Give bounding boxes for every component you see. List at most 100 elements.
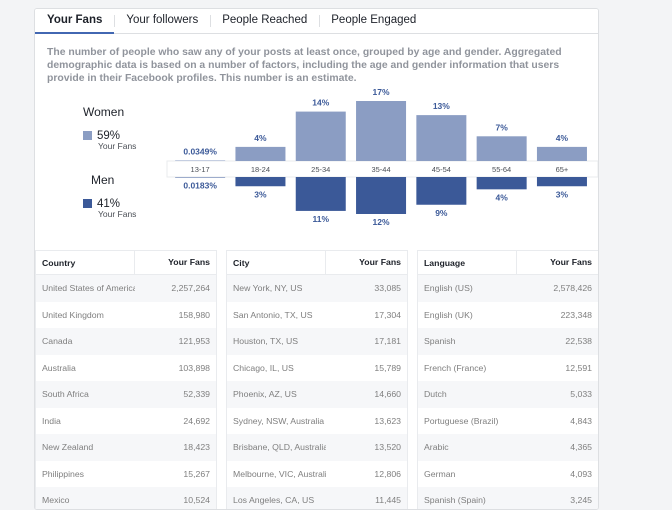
women-bar[interactable] xyxy=(235,146,286,161)
table-row: Los Angeles, CA, US 11,445 xyxy=(227,487,407,509)
table-row: Philippines 15,267 xyxy=(36,461,216,488)
tab-bar: Your Fans Your followers People Reached … xyxy=(35,9,598,34)
city-table-body: New York, NY, US 33,085 San Antonio, TX, U… xyxy=(227,275,407,509)
row-value: 3,245 xyxy=(570,495,592,506)
legend-women: Women 59% Your Fans xyxy=(83,105,136,151)
row-value: 13,623 xyxy=(374,415,401,426)
tab-your-fans[interactable]: Your Fans xyxy=(35,9,115,34)
women-bar[interactable] xyxy=(356,101,407,161)
legend-men-pct: 41% xyxy=(97,198,121,210)
row-label: Los Angeles, CA, US xyxy=(233,495,315,506)
row-value: 17,304 xyxy=(374,309,401,320)
language-fans-col-header[interactable]: Your Fans xyxy=(516,251,598,274)
men-data-label: 12% xyxy=(373,217,390,227)
men-bar[interactable] xyxy=(175,177,226,178)
row-label: Mexico xyxy=(42,495,70,506)
men-data-label: 3% xyxy=(556,189,569,199)
women-bar[interactable] xyxy=(476,136,527,161)
row-value: 15,267 xyxy=(183,468,210,479)
men-bar[interactable] xyxy=(476,177,527,190)
table-row: English (UK) 223,348 xyxy=(418,302,598,329)
legend-men-title: Men xyxy=(91,173,115,187)
row-value: 5,033 xyxy=(570,389,592,400)
men-data-label: 9% xyxy=(435,208,448,218)
row-value: 121,953 xyxy=(178,336,210,347)
category-label: 18-24 xyxy=(251,165,270,174)
row-label: Spanish xyxy=(424,336,456,347)
table-row: New York, NY, US 33,085 xyxy=(227,275,407,302)
men-data-label: 3% xyxy=(254,189,267,199)
row-value: 12,591 xyxy=(565,362,592,373)
men-bar[interactable] xyxy=(416,177,467,205)
city-fans-col-header[interactable]: Your Fans xyxy=(325,251,407,274)
audience-card: Your Fans Your followers People Reached … xyxy=(34,8,599,510)
women-data-label: 14% xyxy=(312,98,329,108)
row-value: 223,348 xyxy=(560,309,592,320)
category-label: 13-17 xyxy=(191,165,210,174)
table-row: German 4,093 xyxy=(418,461,598,488)
tab-people-engaged[interactable]: People Engaged xyxy=(319,9,428,33)
language-table-header: Language Your Fans xyxy=(418,251,598,275)
men-bar[interactable] xyxy=(536,177,587,187)
row-value: 18,423 xyxy=(183,442,210,453)
row-label: United Kingdom xyxy=(42,309,104,320)
category-label: 45-54 xyxy=(432,165,451,174)
men-bar[interactable] xyxy=(356,177,407,214)
men-bar[interactable] xyxy=(235,177,286,187)
tab-people-reached[interactable]: People Reached xyxy=(210,9,319,33)
language-col-header[interactable]: Language xyxy=(424,257,466,268)
table-row: United States of America 2,257,264 xyxy=(36,275,216,302)
country-col-header[interactable]: Country xyxy=(42,257,76,268)
men-bar[interactable] xyxy=(295,177,346,211)
table-row: New Zealand 18,423 xyxy=(36,434,216,461)
row-value: 24,692 xyxy=(183,415,210,426)
row-label: United States of America xyxy=(42,283,135,294)
row-label: Australia xyxy=(42,362,76,373)
men-data-label: 4% xyxy=(496,192,509,202)
table-row: South Africa 52,339 xyxy=(36,381,216,408)
row-label: Dutch xyxy=(424,389,447,400)
table-row: Mexico 10,524 xyxy=(36,487,216,509)
country-fans-col-header[interactable]: Your Fans xyxy=(134,251,216,274)
table-row: Canada 121,953 xyxy=(36,328,216,355)
table-row: English (US) 2,578,426 xyxy=(418,275,598,302)
women-bar[interactable] xyxy=(295,111,346,161)
row-label: New Zealand xyxy=(42,442,94,453)
row-label: English (US) xyxy=(424,283,473,294)
women-bar[interactable] xyxy=(416,115,467,161)
table-row: Spanish 22,538 xyxy=(418,328,598,355)
row-label: Portuguese (Brazil) xyxy=(424,415,499,426)
row-value: 22,538 xyxy=(565,336,592,347)
women-bar[interactable] xyxy=(536,146,587,161)
legend-women-sub: Your Fans xyxy=(98,141,137,151)
table-row: India 24,692 xyxy=(36,408,216,435)
row-value: 17,181 xyxy=(374,336,401,347)
country-table-header: Country Your Fans xyxy=(36,251,216,275)
women-data-label: 13% xyxy=(433,101,450,111)
row-label: South Africa xyxy=(42,389,89,400)
row-value: 103,898 xyxy=(178,362,210,373)
row-value: 10,524 xyxy=(183,495,210,506)
city-col-header[interactable]: City xyxy=(233,257,250,268)
row-label: Phoenix, AZ, US xyxy=(233,389,297,400)
legend-women-title: Women xyxy=(83,105,125,119)
table-row: French (France) 12,591 xyxy=(418,355,598,382)
row-label: Sydney, NSW, Australia xyxy=(233,415,325,426)
table-row: Portuguese (Brazil) 4,843 xyxy=(418,408,598,435)
row-label: Chicago, IL, US xyxy=(233,362,294,373)
category-label: 65+ xyxy=(556,165,569,174)
row-label: Houston, TX, US xyxy=(233,336,299,347)
row-label: Spanish (Spain) xyxy=(424,495,486,506)
row-label: India xyxy=(42,415,61,426)
row-value: 158,980 xyxy=(178,309,210,320)
row-label: German xyxy=(424,468,456,479)
table-row: Spanish (Spain) 3,245 xyxy=(418,487,598,509)
men-data-label: 0.0183% xyxy=(183,181,217,191)
table-row: Melbourne, VIC, Australia 12,806 xyxy=(227,461,407,488)
row-value: 33,085 xyxy=(374,283,401,294)
tab-your-followers[interactable]: Your followers xyxy=(114,9,210,33)
table-row: United Kingdom 158,980 xyxy=(36,302,216,329)
women-bar[interactable] xyxy=(175,160,226,162)
men-data-label: 11% xyxy=(312,214,329,224)
table-row: San Antonio, TX, US 17,304 xyxy=(227,302,407,329)
